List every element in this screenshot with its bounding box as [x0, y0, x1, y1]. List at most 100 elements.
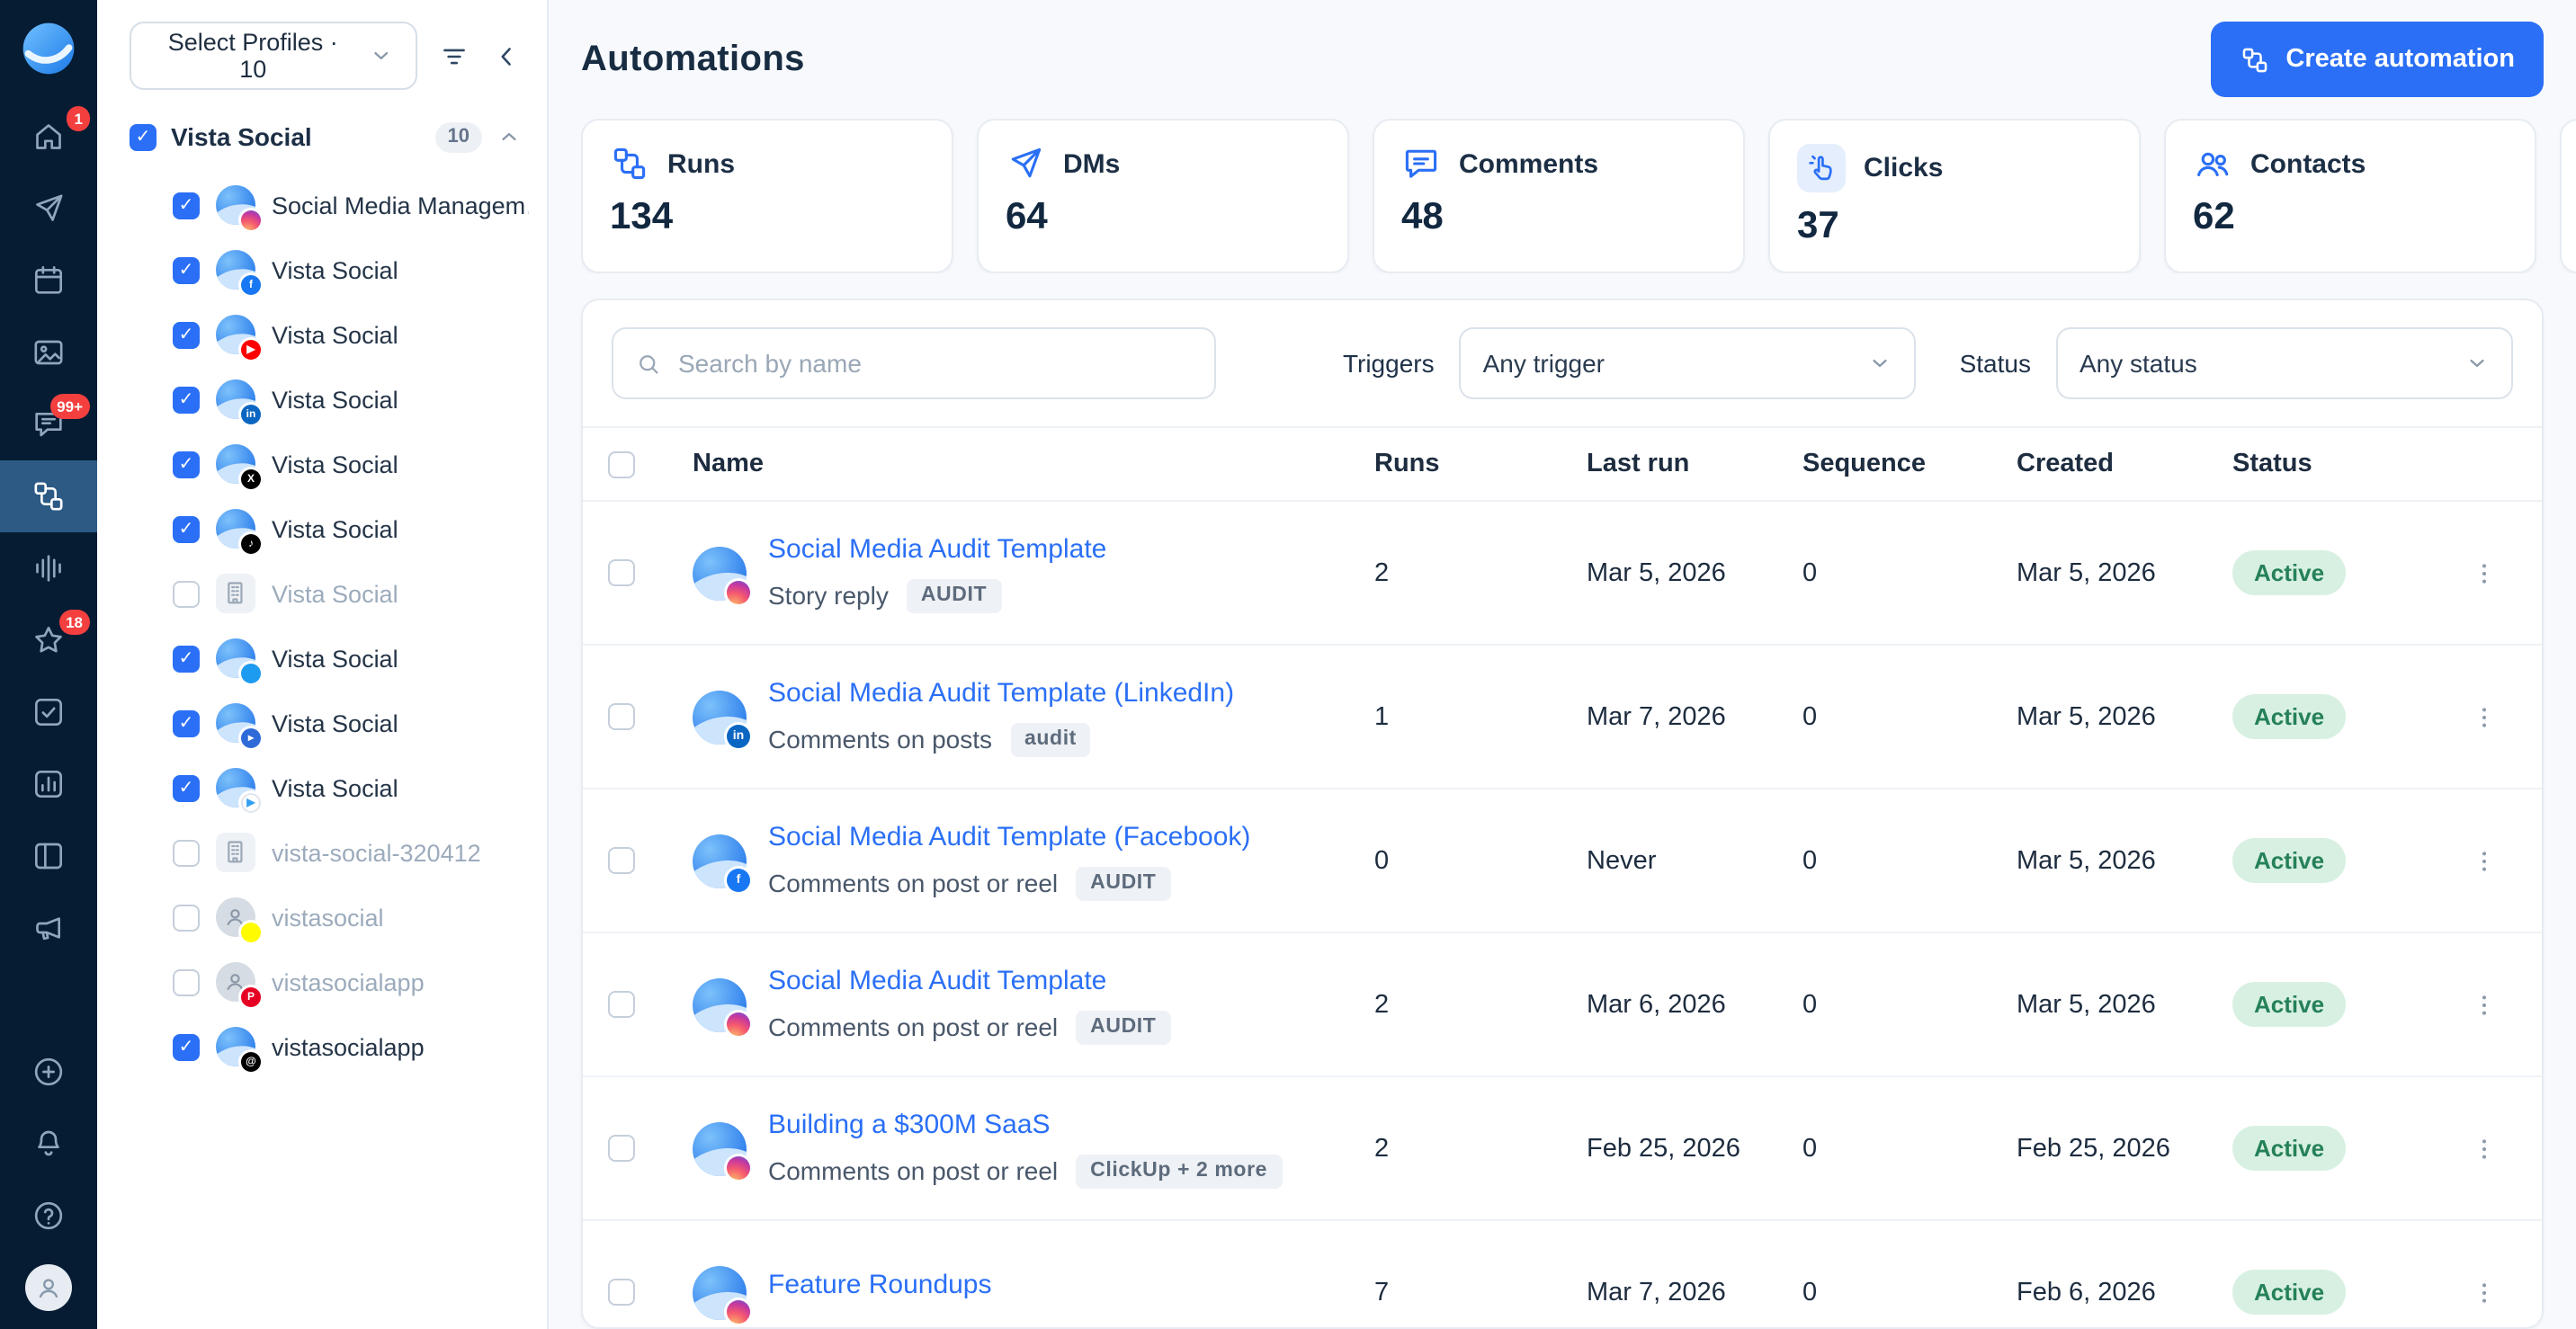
row-checkbox[interactable]	[608, 1135, 635, 1162]
profile-checkbox[interactable]	[173, 321, 200, 348]
profile-item-8[interactable]: ▸ Vista Social	[97, 691, 547, 755]
profile-checkbox[interactable]	[173, 904, 200, 931]
profiles-filter-button[interactable]	[439, 40, 470, 71]
nav-add[interactable]	[0, 1036, 97, 1108]
nav-automations[interactable]	[0, 460, 97, 532]
profile-item-9[interactable]: ▶ Vista Social	[97, 755, 547, 820]
page-header: Automations Create automation	[581, 0, 2544, 119]
automation-row-1[interactable]: in Social Media Audit Template (LinkedIn…	[583, 646, 2542, 789]
status-select[interactable]: Any status	[2056, 327, 2513, 399]
nav-calendar[interactable]	[0, 245, 97, 317]
automation-name-link[interactable]: Social Media Audit Template	[768, 533, 1107, 564]
profile-item-2[interactable]: ▶ Vista Social	[97, 302, 547, 367]
stat-card-dms: DMs 64	[977, 119, 1349, 273]
profile-checkbox[interactable]	[173, 645, 200, 672]
profile-checkbox[interactable]	[173, 515, 200, 542]
profile-checkbox[interactable]	[173, 192, 200, 219]
nav-boards[interactable]	[0, 820, 97, 892]
runs-cell: 7	[1374, 1278, 1390, 1307]
chevron-up-icon[interactable]	[496, 124, 522, 149]
facebook-badge-icon: f	[241, 275, 261, 295]
stat-value: 48	[1401, 196, 1444, 237]
trigger-select[interactable]: Any trigger	[1459, 327, 1917, 399]
profile-item-3[interactable]: in Vista Social	[97, 367, 547, 432]
profile-item-0[interactable]: Social Media Managem…	[97, 173, 547, 237]
row-menu-button[interactable]	[2470, 1278, 2499, 1307]
select-all-checkbox[interactable]	[608, 450, 635, 477]
sidebar-collapse-button[interactable]	[491, 40, 522, 71]
profile-checkbox[interactable]	[173, 386, 200, 413]
create-automation-button[interactable]: Create automation	[2210, 22, 2544, 97]
nav-advocacy[interactable]	[0, 892, 97, 964]
search-input[interactable]	[678, 349, 1193, 378]
nav-listening[interactable]	[0, 532, 97, 604]
automation-row-4[interactable]: Building a $300M SaaS Comments on post o…	[583, 1077, 2542, 1221]
row-checkbox[interactable]	[608, 991, 635, 1018]
nav-reviews[interactable]: 18	[0, 604, 97, 676]
row-checkbox[interactable]	[608, 1279, 635, 1306]
nav-media[interactable]	[0, 317, 97, 388]
automation-name-link[interactable]: Building a $300M SaaS	[768, 1109, 1051, 1139]
profile-item-13[interactable]: @ vistasocialapp	[97, 1014, 547, 1079]
nav-tasks[interactable]	[0, 676, 97, 748]
automation-tag: AUDIT	[1076, 1010, 1171, 1044]
nav-notifications[interactable]	[0, 1108, 97, 1180]
profile-item-5[interactable]: ♪ Vista Social	[97, 496, 547, 561]
row-checkbox[interactable]	[608, 559, 635, 586]
profile-checkbox[interactable]	[173, 256, 200, 283]
instagram-badge-icon	[727, 1299, 750, 1323]
vista-social-logo[interactable]	[18, 18, 79, 79]
profile-checkbox[interactable]	[173, 450, 200, 477]
profile-checkbox[interactable]	[173, 968, 200, 995]
column-created: Created	[2017, 450, 2114, 478]
automation-name-link[interactable]: Social Media Audit Template (LinkedIn)	[768, 677, 1235, 708]
linkedin-badge-icon: in	[241, 405, 261, 424]
automation-name-link[interactable]: Social Media Audit Template (Facebook)	[768, 821, 1251, 852]
automation-tag: audit	[1010, 722, 1091, 756]
profile-item-4[interactable]: X Vista Social	[97, 432, 547, 496]
profile-item-12[interactable]: P vistasocialapp	[97, 950, 547, 1014]
row-menu-button[interactable]	[2470, 990, 2499, 1019]
profile-item-1[interactable]: f Vista Social	[97, 237, 547, 302]
profile-item-7[interactable]: Vista Social	[97, 626, 547, 691]
automation-row-0[interactable]: Social Media Audit Template Story reply …	[583, 502, 2542, 646]
row-checkbox[interactable]	[608, 847, 635, 874]
photo-icon	[34, 340, 63, 365]
profile-avatar: @	[216, 1027, 261, 1072]
nav-inbox[interactable]: 99+	[0, 388, 97, 460]
profile-item-10[interactable]: vista-social-320412	[97, 820, 547, 885]
row-menu-button[interactable]	[2470, 1134, 2499, 1163]
row-checkbox[interactable]	[608, 703, 635, 730]
status-select-value: Any status	[2080, 349, 2197, 378]
last-run-cell: Mar 7, 2026	[1587, 1278, 1726, 1307]
profile-item-11[interactable]: vistasocial	[97, 885, 547, 950]
profile-checkbox[interactable]	[173, 839, 200, 866]
group-checkbox[interactable]	[130, 123, 157, 150]
runs-cell: 1	[1374, 702, 1390, 731]
nav-help[interactable]	[0, 1180, 97, 1252]
filter-icon	[443, 48, 465, 64]
nav-home[interactable]: 1	[0, 101, 97, 173]
row-menu-button[interactable]	[2470, 702, 2499, 731]
bar-chart-icon	[34, 770, 62, 798]
profile-checkbox[interactable]	[173, 580, 200, 607]
automation-row-5[interactable]: Feature Roundups 7 Mar 7, 2026 0 Feb 6, …	[583, 1221, 2542, 1327]
profile-checkbox[interactable]	[173, 774, 200, 801]
profile-checkbox[interactable]	[173, 709, 200, 736]
automation-name-link[interactable]: Feature Roundups	[768, 1270, 992, 1300]
automation-name-link[interactable]: Social Media Audit Template	[768, 965, 1107, 995]
chevron-down-icon	[2470, 359, 2484, 368]
account-avatar[interactable]	[25, 1264, 72, 1311]
profile-group-header[interactable]: Vista Social 10	[97, 101, 547, 173]
row-menu-button[interactable]	[2470, 558, 2499, 587]
automation-row-2[interactable]: f Social Media Audit Template (Facebook)…	[583, 789, 2542, 933]
created-cell: Mar 5, 2026	[2017, 990, 2156, 1019]
automation-row-3[interactable]: Social Media Audit Template Comments on …	[583, 933, 2542, 1077]
nav-reports[interactable]	[0, 748, 97, 820]
profile-checkbox[interactable]	[173, 1033, 200, 1060]
select-profiles-dropdown[interactable]: Select Profiles · 10	[130, 22, 417, 90]
googleplay-badge-icon: ▶	[241, 793, 261, 813]
row-menu-button[interactable]	[2470, 846, 2499, 875]
profile-item-6[interactable]: Vista Social	[97, 561, 547, 626]
nav-publish[interactable]	[0, 173, 97, 245]
